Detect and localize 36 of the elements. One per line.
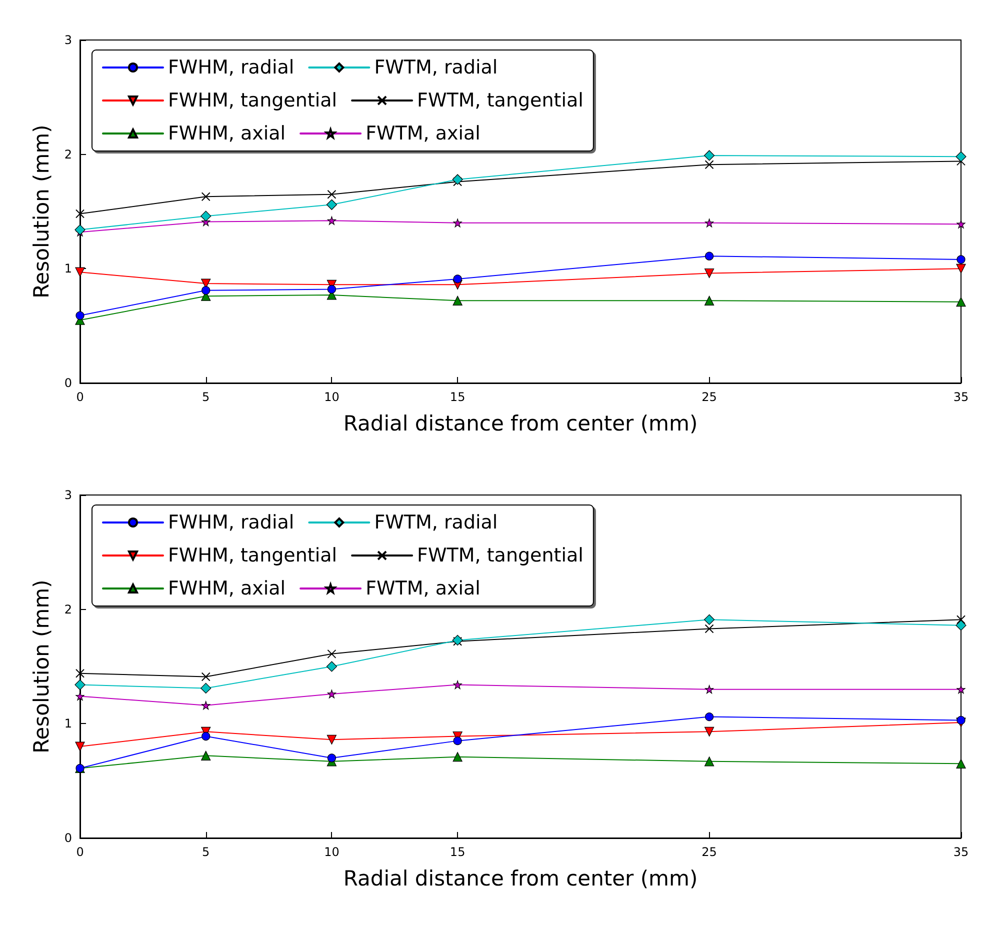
legend-label: FWTM, axial (366, 122, 480, 144)
x-tick-label: 5 (202, 845, 210, 859)
x-tick-label: 25 (702, 845, 717, 859)
y-tick-label: 2 (64, 602, 72, 616)
y-tick-label: 2 (64, 147, 72, 162)
legend-label: FWHM, axial (168, 122, 286, 144)
legend-label: FWTM, radial (374, 56, 498, 78)
legend-label: FWHM, axial (168, 578, 286, 600)
legend-label: FWHM, radial (168, 512, 294, 534)
x-axis-title: Radial distance from center (mm) (343, 866, 698, 890)
x-tick-label: 10 (324, 390, 340, 404)
legend-label: FWHM, tangential (168, 90, 338, 112)
x-tick-label: 0 (76, 390, 84, 404)
legend-label: FWTM, axial (366, 578, 480, 600)
legend-label: FWTM, tangential (417, 90, 584, 112)
x-tick-label: 0 (76, 845, 84, 859)
y-tick-label: 1 (64, 262, 72, 276)
x-tick-label: 10 (324, 845, 340, 859)
y-axis-title: Resolution (mm) (30, 124, 54, 298)
x-tick-label: 25 (702, 390, 717, 404)
x-tick-label: 5 (202, 390, 210, 404)
x-tick-label: 35 (953, 390, 969, 404)
legend-label: FWTM, tangential (417, 544, 584, 566)
y-tick-label: 3 (64, 488, 72, 502)
y-tick-label: 1 (64, 716, 72, 731)
legend-label: FWTM, radial (374, 512, 498, 534)
x-tick-label: 15 (450, 845, 466, 859)
x-tick-label: 15 (450, 390, 466, 404)
y-tick-label: 0 (64, 376, 72, 390)
x-axis-title: Radial distance from center (mm) (343, 412, 698, 436)
y-axis-title: Resolution (mm) (30, 580, 54, 754)
x-tick-label: 35 (953, 845, 969, 859)
legend-label: FWHM, tangential (168, 544, 338, 566)
legend-label: FWHM, radial (168, 56, 294, 78)
y-tick-label: 3 (64, 33, 72, 47)
y-tick-label: 0 (64, 831, 72, 845)
